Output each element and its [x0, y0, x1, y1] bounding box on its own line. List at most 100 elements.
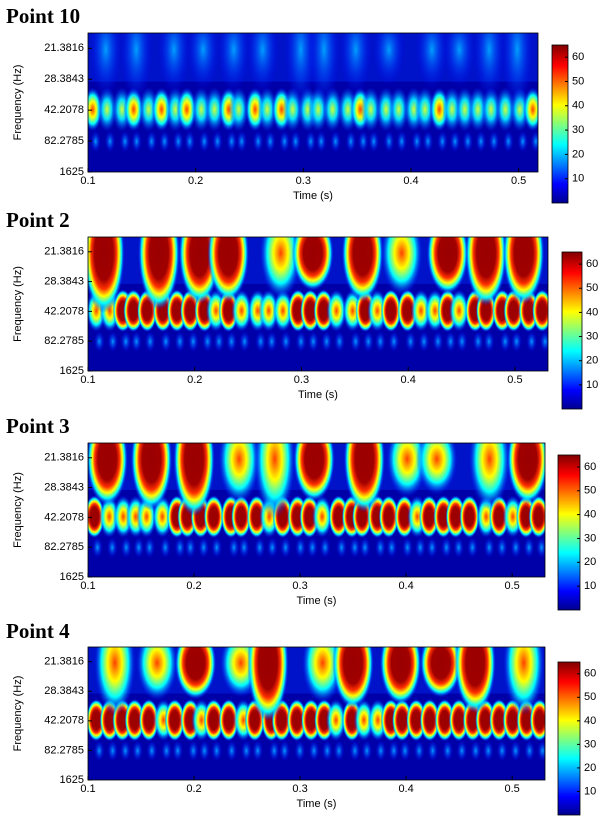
heatmap-blob	[138, 237, 180, 310]
x-tick-label: 0.4	[403, 175, 418, 187]
heatmap-blob	[454, 647, 496, 713]
x-tick-label: 0.5	[507, 374, 522, 386]
heatmap-blob	[203, 495, 224, 539]
panel-title: Point 2	[6, 208, 70, 232]
heatmap-blob	[503, 130, 514, 153]
x-tick-label: 0.3	[296, 175, 311, 187]
heatmap-blob	[268, 740, 280, 762]
heatmap-blob	[468, 443, 511, 510]
heatmap-blob	[279, 130, 290, 153]
heatmap-blob	[291, 237, 334, 292]
heatmap-blob	[173, 130, 184, 153]
x-tick-label: 0.2	[187, 374, 202, 386]
heatmap-blob	[362, 330, 374, 353]
heatmap-blob	[187, 330, 199, 353]
colorbar-tick-label: 10	[584, 580, 596, 592]
y-tick-label: 82.2785	[44, 744, 84, 756]
x-tick-label: 0.2	[188, 175, 203, 187]
x-axis-label: Time (s)	[297, 798, 337, 810]
heatmap-blob	[258, 289, 279, 333]
heatmap-blob	[343, 443, 386, 513]
heatmap-blob	[496, 740, 508, 762]
heatmap-blob	[426, 237, 469, 295]
heatmap-blob	[88, 237, 125, 313]
heatmap-blob	[174, 536, 186, 559]
x-tick-label: 0.4	[398, 580, 413, 592]
heatmap-blob	[307, 536, 318, 559]
heatmap-blob	[411, 130, 423, 153]
heatmap-blob	[361, 740, 373, 762]
colorbar-tick-label: 30	[572, 124, 584, 136]
colorbar-tick-label: 60	[572, 51, 584, 63]
x-tick-label: 0.2	[186, 783, 201, 795]
x-axis-label: Time (s)	[297, 595, 337, 607]
heatmap-blob	[198, 130, 210, 153]
heatmap-blob	[448, 698, 469, 742]
heatmap-blob	[160, 330, 172, 353]
heatmap-blob	[290, 130, 301, 153]
colorbar-tick-label: 30	[586, 330, 598, 342]
heatmap-blob	[448, 289, 470, 333]
y-tick-label: 28.3843	[44, 685, 84, 697]
heatmap-blob	[524, 740, 535, 762]
x-tick-label: 0.1	[80, 374, 95, 386]
heatmap-blob	[280, 330, 292, 353]
y-tick-label: 1625	[60, 365, 84, 377]
y-axis-label: Frequency (Hz)	[12, 65, 24, 141]
colorbar-tick-label: 40	[584, 509, 596, 521]
heatmap-blob	[272, 289, 294, 333]
heatmap-blob	[89, 33, 122, 99]
heatmap-blob	[164, 698, 185, 742]
heatmap-blob	[510, 536, 522, 559]
colorbar-tick-label: 30	[584, 738, 596, 750]
colorbar-tick-label: 60	[586, 258, 598, 270]
heatmap-blob	[202, 330, 213, 353]
heatmap-blob	[360, 87, 381, 132]
heatmap-blob	[266, 330, 278, 353]
heatmap-blob	[213, 330, 225, 353]
heatmap-blob	[432, 330, 444, 353]
heatmap-blob	[442, 740, 454, 762]
heatmap-blob	[321, 330, 333, 353]
heatmap-blob	[184, 536, 196, 559]
heatmap-blob	[388, 330, 400, 353]
heatmap-blob	[94, 647, 136, 716]
heatmap-blob	[174, 647, 217, 700]
heatmap-blob	[217, 33, 250, 95]
heatmap-blob	[388, 87, 409, 132]
heatmap-blob	[138, 698, 159, 742]
heatmap-blob	[172, 740, 184, 762]
heatmap-blob	[359, 536, 371, 559]
heatmap-blob	[539, 330, 548, 353]
panel-title: Point 3	[6, 414, 70, 438]
heatmap-blob	[427, 740, 439, 762]
heatmap-blob	[374, 330, 386, 353]
heatmap-blob	[231, 495, 252, 539]
heatmap-blob	[132, 740, 144, 762]
heatmap-blob	[119, 130, 131, 153]
heatmap-blob	[286, 698, 307, 742]
x-tick-label: 0.5	[504, 580, 519, 592]
heatmap-blob	[523, 536, 535, 559]
heatmap-blob	[161, 740, 172, 762]
heatmap-blob	[239, 330, 251, 353]
heatmap-blob	[501, 33, 534, 111]
heatmap-blob	[146, 130, 157, 153]
heatmap-blob	[383, 130, 395, 153]
heatmap-blob	[119, 740, 131, 762]
heatmap-blob	[99, 495, 120, 539]
heatmap-blob	[418, 330, 430, 353]
heatmap-blob	[176, 87, 197, 132]
heatmap-blob	[465, 237, 507, 306]
heatmap-blob	[93, 330, 105, 353]
colorbar-tick-label: 60	[584, 668, 596, 680]
heatmap-blob	[187, 740, 199, 762]
heatmap-blob	[380, 237, 423, 297]
heatmap-blob	[226, 330, 237, 353]
heatmap-blob	[345, 130, 357, 153]
heatmap-blob	[332, 647, 374, 709]
heatmap-blob	[207, 237, 250, 302]
heatmap-blob	[330, 130, 341, 153]
x-tick-label: 0.2	[186, 580, 201, 592]
heatmap-blob	[294, 740, 306, 762]
